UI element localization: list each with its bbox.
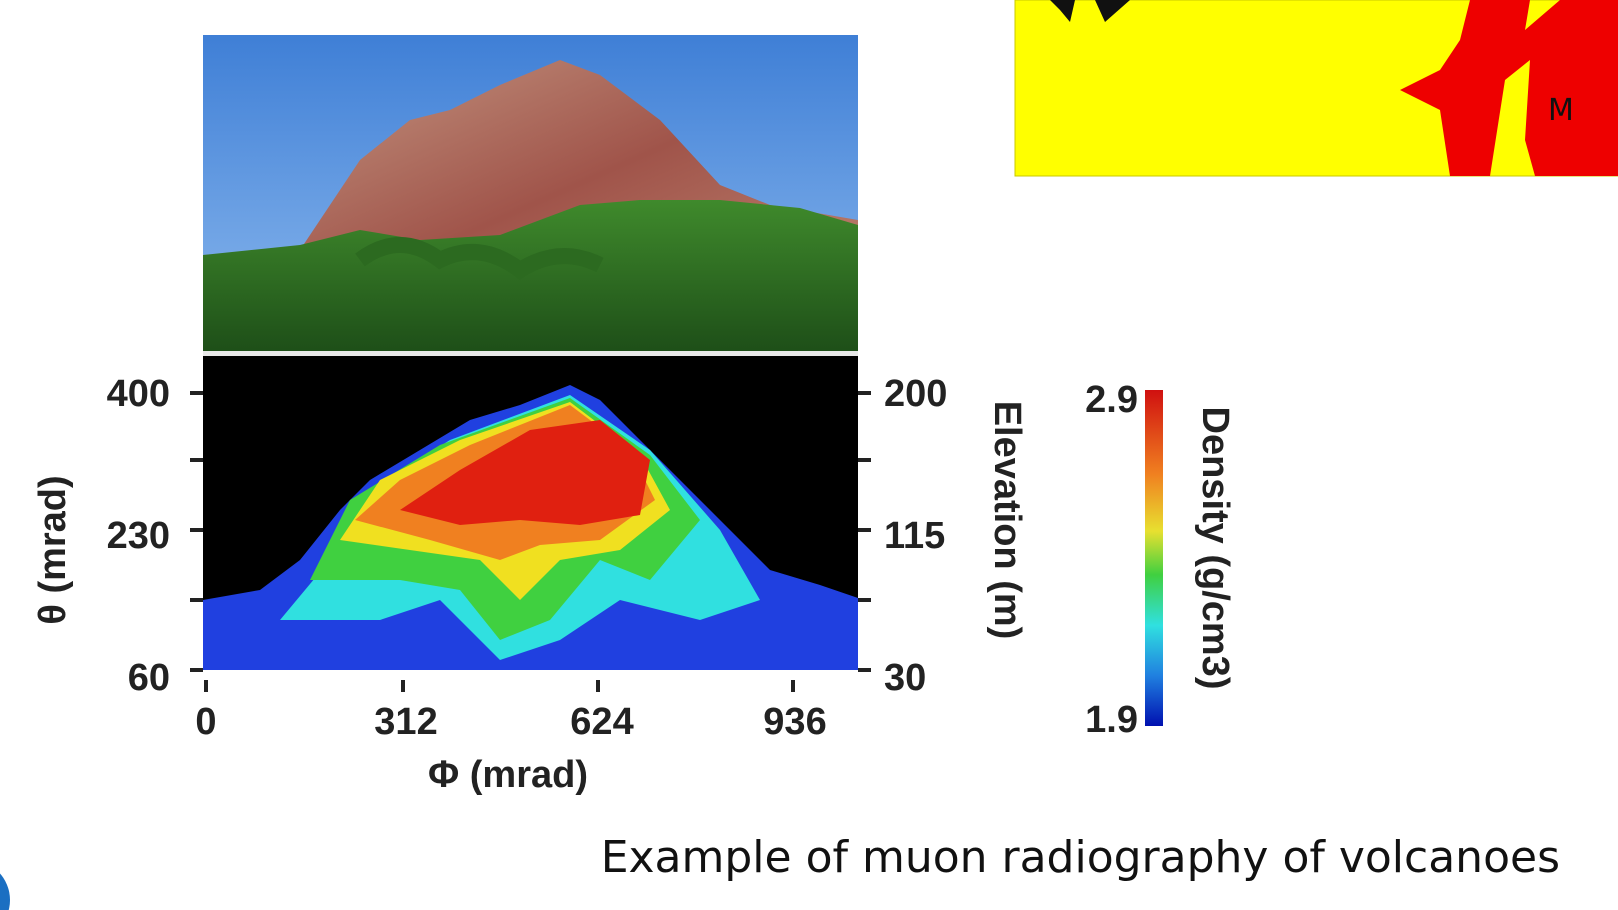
colorbar <box>1145 390 1163 726</box>
x-tick: 0 <box>195 701 216 743</box>
right-tick: 115 <box>884 515 945 557</box>
density-map <box>203 356 858 670</box>
right-axis-label: Elevation (m) <box>986 401 1028 640</box>
left-tick: 230 <box>107 515 170 557</box>
colorbar-max: 2.9 <box>1085 379 1138 421</box>
left-tick: 400 <box>107 373 170 415</box>
divider <box>203 351 858 356</box>
caption: Example of muon radiography of volcanoes <box>601 832 1560 883</box>
right-tick: 200 <box>884 373 947 415</box>
logo-fragment <box>0 860 10 910</box>
colorbar-label: Density (g/cm3) <box>1194 407 1236 690</box>
right-tick: 30 <box>884 657 926 699</box>
left-axis-label: θ (mrad) <box>32 475 74 624</box>
inset-text: M <box>1548 93 1574 128</box>
volcano-photo <box>203 35 858 351</box>
x-tick: 624 <box>570 701 633 743</box>
inset-diagram: M <box>1015 0 1618 176</box>
x-tick: 936 <box>763 701 826 743</box>
slide: M 400 230 60 200 115 30 0 312 624 936 Φ … <box>0 0 1618 910</box>
x-tick: 312 <box>374 701 437 743</box>
left-tick: 60 <box>128 657 170 699</box>
x-axis-label: Φ (mrad) <box>428 754 588 796</box>
colorbar-min: 1.9 <box>1085 699 1138 741</box>
